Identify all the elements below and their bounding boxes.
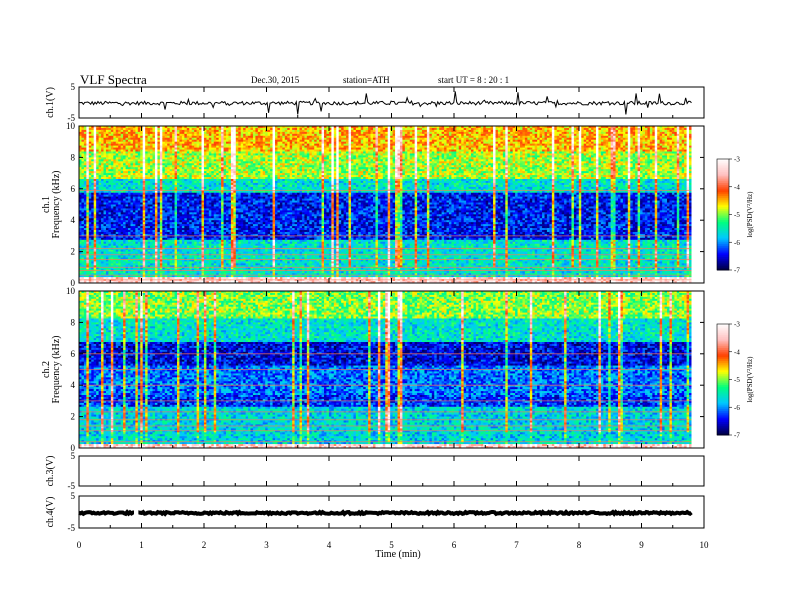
chart-date: Dec.30, 2015 (251, 75, 300, 85)
y-axis-label: ch.1(V) (45, 87, 56, 118)
chart-title: VLF Spectra (80, 72, 147, 87)
trace-ch1 (79, 91, 692, 114)
panel-ch1: 5-5ch.1(V) (45, 82, 704, 123)
chart-station: station=ATH (343, 75, 390, 85)
chart-start-time: start UT = 8 : 20 : 1 (438, 75, 509, 85)
vlf-spectra-chart: VLF Spectra Dec.30, 2015 station=ATH sta… (0, 0, 792, 612)
x-axis-label: Time (min) (375, 549, 420, 560)
y-tick-label: 5 (71, 82, 76, 92)
